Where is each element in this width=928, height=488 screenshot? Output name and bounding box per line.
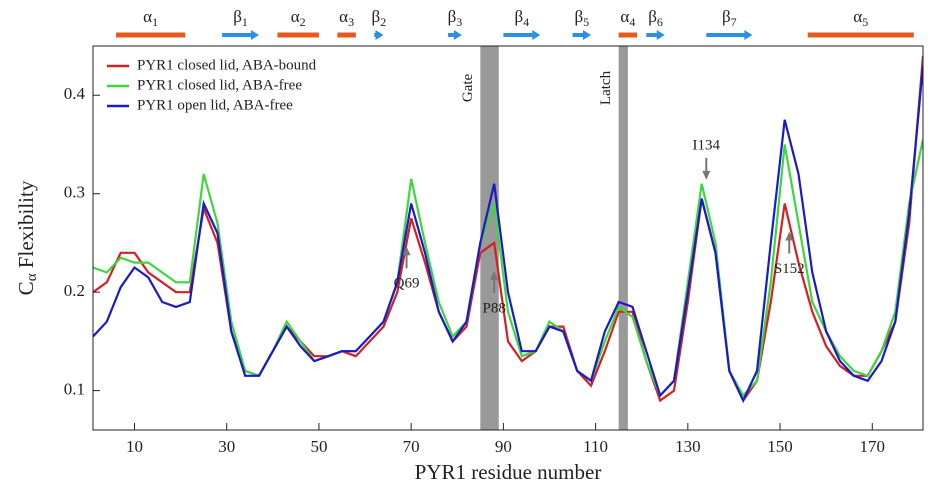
region-label: Gate [460, 74, 476, 103]
strand-arrow [374, 30, 384, 40]
x-tick-label: 170 [860, 437, 886, 456]
annotation-head [702, 170, 711, 180]
x-tick-label: 30 [218, 437, 235, 456]
structure-label: β2 [372, 7, 387, 29]
structure-label: α2 [291, 7, 306, 29]
structure-index: 1 [152, 15, 158, 29]
structure-letter: β [233, 7, 242, 26]
annotation-label: S152 [774, 261, 805, 277]
structure-label: β7 [722, 7, 737, 29]
y-label-rest: Flexibility [14, 180, 38, 273]
structure-letter: α [291, 7, 300, 26]
structure-index: 2 [380, 15, 386, 29]
structure-letter: α [620, 7, 629, 26]
structure-letter: α [853, 7, 862, 26]
x-tick-label: 130 [675, 437, 701, 456]
strand-arrow [503, 30, 541, 40]
x-tick-label: 70 [403, 437, 420, 456]
structure-index: 3 [348, 15, 354, 29]
structure-index: 5 [862, 15, 868, 29]
x-tick-label: 90 [495, 437, 512, 456]
series-line [93, 65, 923, 404]
x-tick-label: 10 [126, 437, 143, 456]
y-tick-label: 0.2 [64, 281, 85, 300]
structure-label: α4 [620, 7, 635, 29]
structure-letter: β [574, 7, 583, 26]
structure-label: α5 [853, 7, 868, 29]
structure-index: 5 [583, 15, 589, 29]
structure-letter: α [143, 7, 152, 26]
structure-label: β4 [515, 7, 530, 29]
region-band [480, 46, 499, 430]
structure-index: 6 [657, 15, 663, 29]
structure-label: α3 [339, 7, 354, 29]
strand-arrow [448, 30, 462, 40]
series-line [93, 139, 923, 398]
y-tick-label: 0.1 [64, 380, 85, 399]
x-tick-label: 150 [767, 437, 793, 456]
x-tick-label: 50 [310, 437, 327, 456]
y-axis-label: Cα Flexibility [14, 180, 41, 295]
y-tick-label: 0.3 [64, 183, 85, 202]
plot-frame [92, 45, 924, 431]
structure-label: β3 [448, 7, 463, 29]
strand-arrow [646, 30, 665, 40]
y-label-sub: α [24, 273, 40, 281]
legend-label: PYR1 closed lid, ABA-bound [137, 57, 317, 73]
structure-label: α1 [143, 7, 158, 29]
structure-index: 1 [242, 15, 248, 29]
annotation-head [490, 270, 499, 280]
structure-index: 4 [629, 15, 635, 29]
structure-letter: β [515, 7, 524, 26]
annotation-head [785, 231, 794, 241]
annotation-label: Q69 [394, 276, 420, 292]
region-label: Latch [598, 70, 614, 105]
structure-label: β5 [574, 7, 589, 29]
structure-index: 7 [731, 15, 737, 29]
y-label-main: C [14, 281, 38, 295]
legend-label: PYR1 open lid, ABA-free [137, 97, 293, 113]
structure-label: β1 [233, 7, 248, 29]
structure-index: 2 [300, 15, 306, 29]
structure-index: 3 [456, 15, 462, 29]
structure-letter: α [339, 7, 348, 26]
annotation-label: I134 [693, 137, 721, 153]
annotation-head [402, 246, 411, 256]
structure-index: 4 [523, 15, 529, 29]
structure-letter: β [722, 7, 731, 26]
structure-label: β6 [648, 7, 663, 29]
strand-arrow [222, 30, 259, 40]
y-tick-label: 0.4 [64, 84, 86, 103]
strand-arrow [572, 30, 591, 40]
legend-label: PYR1 closed lid, ABA-free [137, 77, 302, 93]
x-tick-label: 110 [583, 437, 608, 456]
region-band [618, 46, 628, 430]
structure-letter: β [372, 7, 381, 26]
x-axis-label: PYR1 residue number [415, 460, 602, 484]
strand-arrow [706, 30, 753, 40]
annotation-label: P88 [482, 300, 505, 316]
structure-letter: β [648, 7, 657, 26]
structure-letter: β [448, 7, 457, 26]
